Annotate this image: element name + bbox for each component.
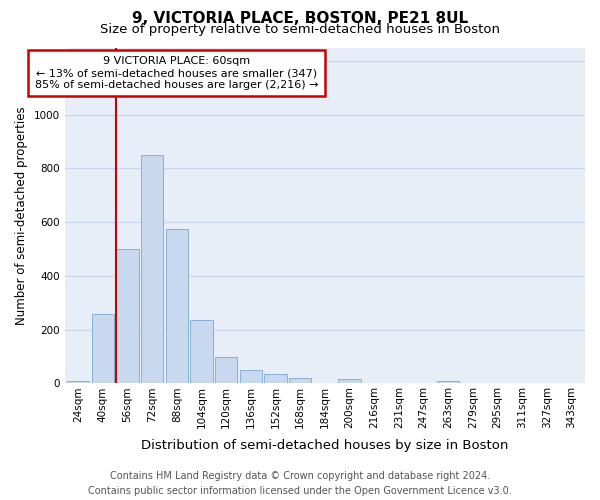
Bar: [116, 249, 139, 384]
Bar: [289, 378, 311, 384]
Bar: [67, 381, 89, 384]
Bar: [265, 374, 287, 384]
Text: Contains HM Land Registry data © Crown copyright and database right 2024.
Contai: Contains HM Land Registry data © Crown c…: [88, 471, 512, 496]
Bar: [215, 356, 237, 384]
Text: Size of property relative to semi-detached houses in Boston: Size of property relative to semi-detach…: [100, 22, 500, 36]
Bar: [437, 381, 459, 384]
Bar: [141, 155, 163, 384]
Bar: [338, 380, 361, 384]
X-axis label: Distribution of semi-detached houses by size in Boston: Distribution of semi-detached houses by …: [141, 440, 509, 452]
Text: 9 VICTORIA PLACE: 60sqm
← 13% of semi-detached houses are smaller (347)
85% of s: 9 VICTORIA PLACE: 60sqm ← 13% of semi-de…: [35, 56, 319, 90]
Y-axis label: Number of semi-detached properties: Number of semi-detached properties: [15, 106, 28, 325]
Bar: [92, 314, 114, 384]
Bar: [240, 370, 262, 384]
Text: 9, VICTORIA PLACE, BOSTON, PE21 8UL: 9, VICTORIA PLACE, BOSTON, PE21 8UL: [132, 11, 468, 26]
Bar: [166, 229, 188, 384]
Bar: [190, 320, 212, 384]
